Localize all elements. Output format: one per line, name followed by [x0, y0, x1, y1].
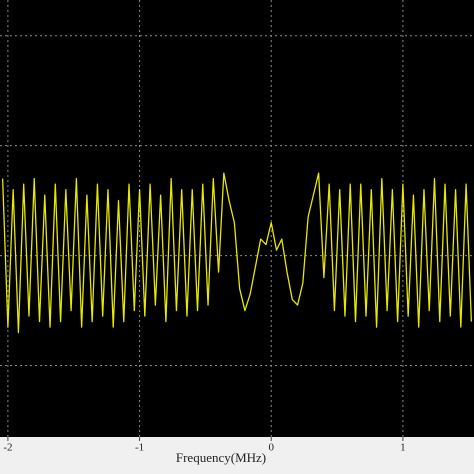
x-tick-label: 1 [400, 442, 406, 454]
x-tick-label: -2 [3, 442, 12, 454]
x-tick-label: 0 [268, 442, 274, 454]
x-axis-label: Frequency(MHz) [176, 450, 266, 465]
x-tick-label: -1 [135, 442, 144, 454]
signal-line [1, 172, 473, 334]
plot-area [0, 0, 474, 437]
